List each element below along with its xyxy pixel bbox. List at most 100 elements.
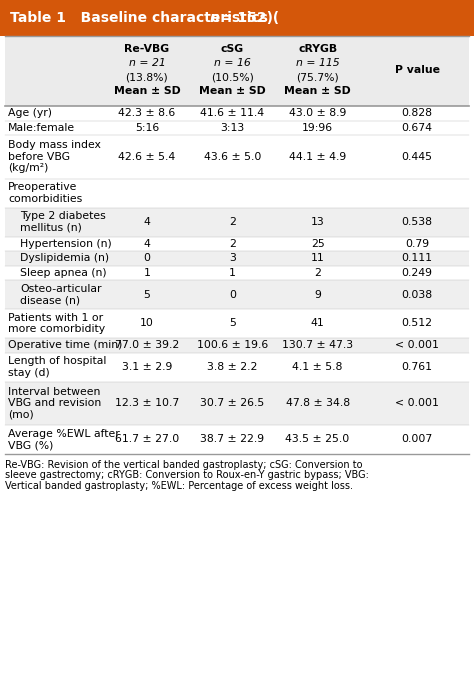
Text: cRYGB: cRYGB [298, 44, 337, 54]
Text: 4.1 ± 5.8: 4.1 ± 5.8 [292, 362, 343, 372]
Text: 2: 2 [314, 268, 321, 278]
Text: < 0.001: < 0.001 [395, 340, 439, 350]
Text: = 152): = 152) [216, 11, 273, 25]
Text: 30.7 ± 26.5: 30.7 ± 26.5 [200, 398, 264, 409]
Text: Body mass index: Body mass index [8, 141, 101, 150]
Text: (kg/m²): (kg/m²) [8, 164, 48, 173]
Text: Osteo-articular: Osteo-articular [20, 284, 101, 294]
Bar [5, 352, 469, 381]
Text: 25: 25 [310, 239, 325, 248]
Bar [5, 178, 469, 207]
Text: Type 2 diabetes: Type 2 diabetes [20, 212, 106, 221]
Text: Mean ± SD: Mean ± SD [199, 86, 265, 96]
Text: stay (d): stay (d) [8, 367, 50, 378]
Text: Preoperative: Preoperative [8, 182, 77, 192]
Text: 12.3 ± 10.7: 12.3 ± 10.7 [115, 398, 179, 409]
Text: < 0.001: < 0.001 [395, 398, 439, 409]
Text: Interval between: Interval between [8, 387, 100, 397]
Text: Dyslipidemia (n): Dyslipidemia (n) [20, 253, 109, 263]
Text: 0.249: 0.249 [401, 268, 433, 278]
Text: 0.111: 0.111 [401, 253, 433, 263]
Text: Patients with 1 or: Patients with 1 or [8, 313, 103, 323]
Text: mellitus (n): mellitus (n) [20, 223, 82, 232]
Text: (10.5%): (10.5%) [211, 72, 254, 82]
Text: 0.512: 0.512 [401, 319, 433, 329]
Text: Sleep apnea (n): Sleep apnea (n) [20, 268, 107, 278]
Text: (75.7%): (75.7%) [296, 72, 339, 82]
Text: disease (n): disease (n) [20, 295, 80, 306]
Text: 0: 0 [144, 253, 150, 263]
Bar [5, 135, 469, 178]
Text: 11: 11 [310, 253, 325, 263]
Text: VBG (%): VBG (%) [8, 441, 54, 450]
Text: (13.8%): (13.8%) [126, 72, 168, 82]
Bar [5, 309, 469, 338]
Text: 2: 2 [229, 239, 236, 248]
Text: n = 16: n = 16 [214, 58, 251, 68]
Text: Mean ± SD: Mean ± SD [284, 86, 351, 96]
Text: 100.6 ± 19.6: 100.6 ± 19.6 [197, 340, 268, 350]
Text: 42.6 ± 5.4: 42.6 ± 5.4 [118, 152, 175, 161]
Text: 3:13: 3:13 [220, 122, 245, 133]
Bar [0, 0, 474, 36]
Text: 1: 1 [144, 268, 150, 278]
Text: 43.6 ± 5.0: 43.6 ± 5.0 [203, 152, 261, 161]
Text: Average %EWL after: Average %EWL after [8, 429, 120, 438]
Text: 0.445: 0.445 [401, 152, 433, 161]
Text: Mean ± SD: Mean ± SD [114, 86, 180, 96]
Bar [5, 237, 469, 251]
Text: 0.007: 0.007 [401, 434, 433, 445]
Text: Hypertension (n): Hypertension (n) [20, 239, 112, 248]
Text: sleeve gastrectomy; cRYGB: Conversion to Roux-en-Y gastric bypass; VBG:: sleeve gastrectomy; cRYGB: Conversion to… [5, 470, 369, 480]
Text: 3.1 ± 2.9: 3.1 ± 2.9 [122, 362, 172, 372]
Text: 0.79: 0.79 [405, 239, 429, 248]
Text: comorbidities: comorbidities [8, 193, 82, 204]
Text: Male:female: Male:female [8, 122, 75, 133]
Bar [5, 381, 469, 425]
Text: 0.538: 0.538 [401, 217, 433, 227]
Bar [5, 36, 469, 106]
Text: 3.8 ± 2.2: 3.8 ± 2.2 [207, 362, 257, 372]
Text: cSG: cSG [221, 44, 244, 54]
Text: 130.7 ± 47.3: 130.7 ± 47.3 [282, 340, 353, 350]
Text: Re-VBG: Revision of the vertical banded gastroplasty; cSG: Conversion to: Re-VBG: Revision of the vertical banded … [5, 460, 363, 470]
Text: 0.828: 0.828 [401, 109, 433, 118]
Text: 0.761: 0.761 [401, 362, 433, 372]
Text: Re-VBG: Re-VBG [124, 44, 170, 54]
Text: 19:96: 19:96 [302, 122, 333, 133]
Text: 41.6 ± 11.4: 41.6 ± 11.4 [200, 109, 264, 118]
Text: Operative time (min): Operative time (min) [8, 340, 122, 350]
Text: 2: 2 [229, 217, 236, 227]
Text: 3: 3 [229, 253, 236, 263]
Text: n = 21: n = 21 [128, 58, 165, 68]
Text: Age (yr): Age (yr) [8, 109, 52, 118]
Text: 77.0 ± 39.2: 77.0 ± 39.2 [115, 340, 179, 350]
Text: Length of hospital: Length of hospital [8, 356, 106, 366]
Text: more comorbidity: more comorbidity [8, 324, 105, 334]
Text: n: n [210, 11, 219, 25]
Bar [5, 120, 469, 135]
Text: 1: 1 [229, 268, 236, 278]
Bar [5, 425, 469, 454]
Text: 4: 4 [144, 239, 150, 248]
Text: 43.0 ± 8.9: 43.0 ± 8.9 [289, 109, 346, 118]
Text: 9: 9 [314, 290, 321, 299]
Text: 5:16: 5:16 [135, 122, 159, 133]
Text: VBG and revision: VBG and revision [8, 398, 101, 409]
Text: 5: 5 [144, 290, 150, 299]
Text: 44.1 ± 4.9: 44.1 ± 4.9 [289, 152, 346, 161]
Bar [5, 265, 469, 280]
Text: P value: P value [395, 65, 439, 75]
Text: 0.674: 0.674 [401, 122, 433, 133]
Bar [5, 280, 469, 309]
Text: n = 115: n = 115 [296, 58, 339, 68]
Text: 47.8 ± 34.8: 47.8 ± 34.8 [285, 398, 350, 409]
Bar [5, 106, 469, 120]
Text: 4: 4 [144, 217, 150, 227]
Text: 10: 10 [140, 319, 154, 329]
Text: 42.3 ± 8.6: 42.3 ± 8.6 [118, 109, 175, 118]
Text: 43.5 ± 25.0: 43.5 ± 25.0 [285, 434, 350, 445]
Text: 38.7 ± 22.9: 38.7 ± 22.9 [200, 434, 264, 445]
Text: 13: 13 [310, 217, 325, 227]
Text: Vertical banded gastroplasty; %EWL: Percentage of excess weight loss.: Vertical banded gastroplasty; %EWL: Perc… [5, 481, 353, 491]
